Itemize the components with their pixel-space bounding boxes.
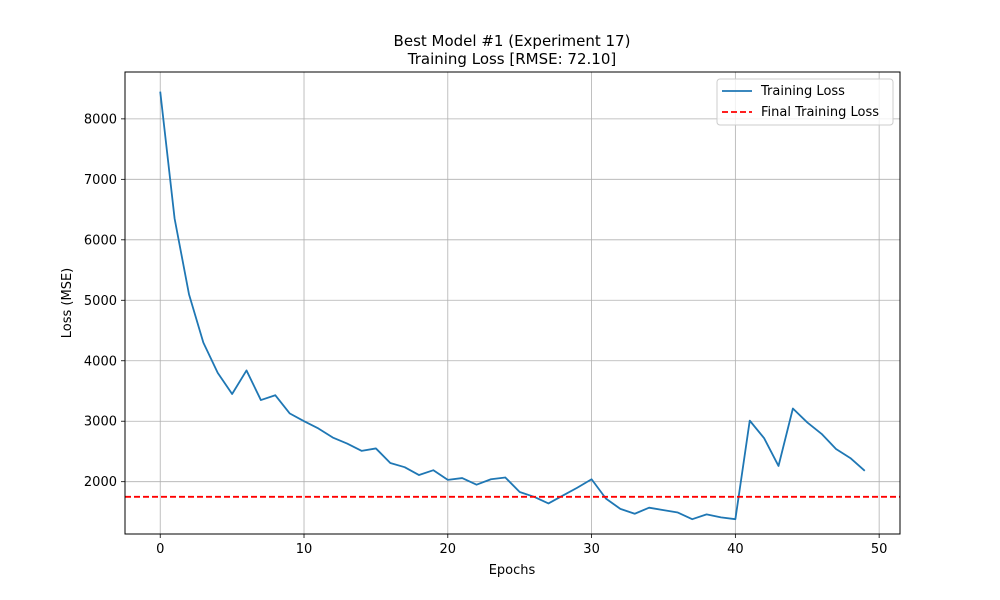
- y-tick-label: 8000: [84, 112, 117, 127]
- x-tick-label: 0: [156, 542, 164, 557]
- y-tick-label: 2000: [84, 475, 117, 490]
- x-tick-label: 50: [871, 542, 888, 557]
- x-tick-label: 30: [583, 542, 600, 557]
- grid-lines: [125, 72, 900, 534]
- x-axis-ticks: 0 10 20 30 40 50: [156, 534, 887, 557]
- plot-frame: [124, 71, 901, 535]
- y-axis-ticks: 2000 3000 4000 5000 6000 7000 8000: [84, 112, 125, 490]
- x-axis-label: Epochs: [489, 563, 536, 578]
- x-tick-label: 20: [440, 542, 457, 557]
- legend-label-training-loss: Training Loss: [760, 84, 845, 99]
- x-tick-label: 40: [727, 542, 744, 557]
- plot-content: [125, 91, 900, 521]
- legend-box: [716, 78, 894, 126]
- y-tick-label: 5000: [84, 294, 117, 309]
- legend-label-final-training-loss: Final Training Loss: [761, 105, 879, 120]
- legend: Training Loss Final Training Loss: [716, 78, 894, 126]
- y-tick-label: 3000: [84, 415, 117, 430]
- series-line-training-loss: [159, 91, 866, 521]
- y-tick-label: 6000: [84, 233, 117, 248]
- y-tick-label: 7000: [84, 173, 117, 188]
- y-tick-label: 4000: [84, 354, 117, 369]
- x-tick-label: 10: [296, 542, 313, 557]
- chart-title: Best Model #1 (Experiment 17): [394, 32, 631, 50]
- y-axis-label: Loss (MSE): [60, 268, 75, 338]
- chart-subtitle: Training Loss [RMSE: 72.10]: [407, 50, 616, 68]
